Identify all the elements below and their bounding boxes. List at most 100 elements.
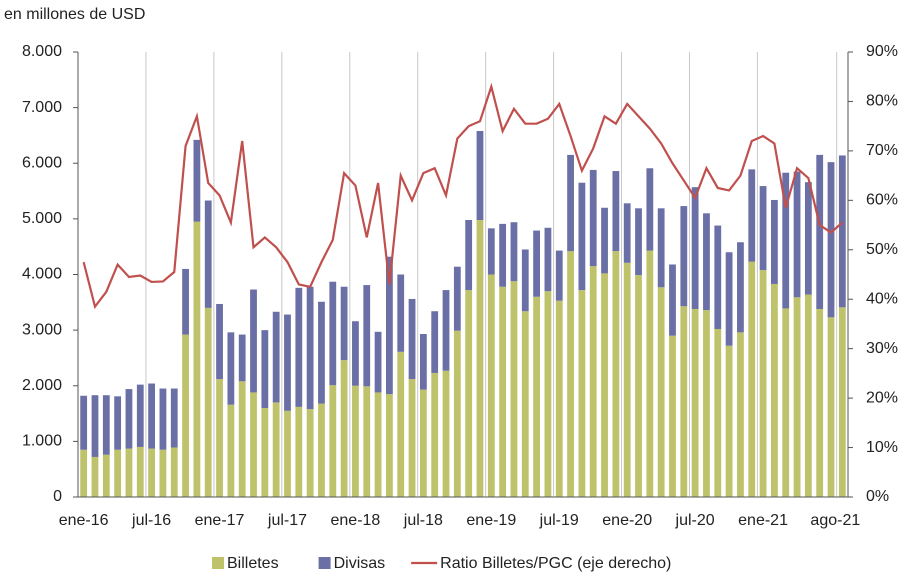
bar <box>284 410 291 497</box>
bar <box>782 172 790 309</box>
bar <box>363 285 371 387</box>
bar <box>397 274 405 352</box>
y-tick-label: 7.000 <box>22 99 62 116</box>
bar <box>737 332 744 497</box>
bar <box>261 330 269 408</box>
bar <box>680 206 688 307</box>
bar <box>397 351 405 497</box>
bar <box>125 448 133 497</box>
bar <box>737 242 744 333</box>
bar <box>386 256 393 395</box>
y-tick-label: 6.000 <box>22 154 62 171</box>
bar <box>623 262 631 497</box>
bar <box>601 273 608 497</box>
bar <box>80 449 88 497</box>
y-tick-label: 4.000 <box>22 266 62 283</box>
bar <box>578 182 586 291</box>
ratio-line <box>82 82 844 310</box>
bar <box>782 308 790 497</box>
y-tick-label: 3.000 <box>22 321 62 338</box>
x-tick-label: jul-18 <box>403 512 443 529</box>
bar <box>159 388 167 450</box>
bar <box>102 454 110 497</box>
bar <box>544 227 552 292</box>
bar <box>91 456 99 497</box>
x-tick-label: jul-20 <box>675 512 715 529</box>
bar <box>612 171 620 252</box>
bar <box>114 396 122 450</box>
x-tick-label: ene-16 <box>59 512 109 529</box>
x-tick-label: ago-21 <box>810 512 860 529</box>
bar <box>476 130 484 220</box>
bar <box>635 275 642 497</box>
bar <box>646 250 654 497</box>
bar <box>669 264 676 336</box>
y-tick-label: 8.000 <box>22 43 62 60</box>
bar <box>159 449 167 497</box>
bar <box>623 203 631 263</box>
x-tick-label: ene-19 <box>466 512 516 529</box>
bar <box>295 406 303 497</box>
bar <box>804 294 812 497</box>
bar <box>216 303 223 380</box>
bar <box>238 381 246 497</box>
bar <box>419 334 427 390</box>
bar <box>691 308 699 497</box>
bar <box>216 379 223 497</box>
bar <box>386 394 393 497</box>
bar <box>533 230 540 297</box>
bar <box>793 297 801 497</box>
bar <box>227 332 235 405</box>
bar <box>725 252 733 346</box>
bar <box>748 169 756 262</box>
bar <box>408 298 416 380</box>
bar <box>476 219 484 498</box>
bar <box>193 221 201 497</box>
bar <box>521 311 529 497</box>
y2-tick-label: 80% <box>866 93 898 110</box>
x-tick-label: jul-19 <box>539 512 579 529</box>
bar <box>284 314 291 411</box>
bar <box>295 287 303 407</box>
bar <box>318 301 325 404</box>
subtitle: en millones de USD <box>4 6 145 23</box>
bar <box>816 308 824 497</box>
bar <box>465 219 473 291</box>
bar <box>793 171 801 298</box>
bar <box>759 186 767 271</box>
bar <box>182 268 189 335</box>
bar <box>657 208 665 288</box>
bar <box>272 402 280 497</box>
bar <box>125 389 133 449</box>
bar <box>453 266 461 331</box>
y-tick-label: 0 <box>53 488 62 505</box>
bar <box>114 449 122 497</box>
bar <box>465 290 473 497</box>
x-tick-label: ene-17 <box>195 512 245 529</box>
bar <box>306 409 314 497</box>
bar <box>170 388 178 448</box>
bar <box>714 329 722 497</box>
bar <box>91 395 99 457</box>
bar <box>148 448 155 497</box>
bar <box>374 331 382 393</box>
bar <box>544 291 552 497</box>
legend-label: Billetes <box>227 555 279 572</box>
bar <box>589 266 597 497</box>
bar <box>272 311 280 403</box>
y2-tick-label: 90% <box>866 43 898 60</box>
y2-tick-label: 70% <box>866 142 898 159</box>
bar <box>567 154 574 252</box>
bar <box>771 283 778 497</box>
bar <box>250 392 257 497</box>
bar <box>487 274 495 497</box>
bar <box>510 281 518 497</box>
bar <box>748 261 756 497</box>
bar <box>136 446 144 497</box>
bar <box>646 168 654 251</box>
bar <box>601 207 608 274</box>
bar <box>827 317 835 497</box>
bar <box>771 199 778 284</box>
bar <box>578 290 586 497</box>
